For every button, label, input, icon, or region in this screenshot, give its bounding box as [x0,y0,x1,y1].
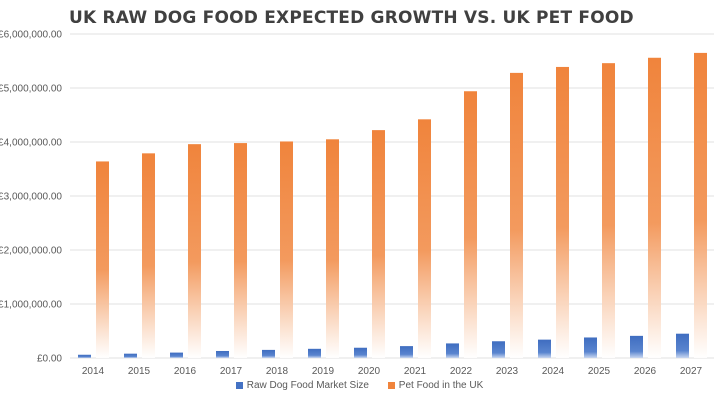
bar-pet-food [556,66,569,358]
bar-pet-food [464,91,477,359]
bar-raw-dog-food [584,337,597,358]
x-tick-label: 2020 [358,366,381,377]
bar-raw-dog-food [308,348,321,358]
bar-raw-dog-food [78,354,91,358]
bar-pet-food [602,63,615,358]
x-tick-label: 2018 [266,366,289,377]
bar-pet-food [96,161,109,358]
x-tick-label: 2017 [220,366,243,377]
legend-item-pet-food: Pet Food in the UK [387,380,484,391]
x-tick-label: 2015 [128,366,151,377]
bar-pet-food [188,144,201,358]
legend: Raw Dog Food Market Size Pet Food in the… [0,380,719,392]
legend-item-raw-dog-food: Raw Dog Food Market Size [235,380,369,391]
bar-raw-dog-food [538,339,551,358]
x-tick-label: 2025 [588,366,611,377]
y-tick-label: £0.00 [37,354,62,365]
x-tick-label: 2021 [404,366,427,377]
x-tick-label: 2024 [542,366,565,377]
y-tick-label: £5,000,000.00 [0,84,62,95]
bar-pet-food [280,141,293,358]
bar-raw-dog-food [446,343,459,358]
legend-swatch-blue [235,382,243,389]
bar-pet-food [510,72,523,358]
bar-pet-food [372,130,385,358]
x-tick-label: 2027 [680,366,703,377]
x-tick-label: 2022 [450,366,473,377]
bar-raw-dog-food [262,349,275,358]
bar-pet-food [694,52,707,359]
bar-raw-dog-food [124,353,137,358]
legend-label: Raw Dog Food Market Size [246,380,369,391]
x-tick-label: 2014 [82,366,105,377]
bar-raw-dog-food [630,335,643,358]
y-tick-label: £6,000,000.00 [0,30,62,41]
bar-pet-food [326,139,339,358]
y-tick-label: £4,000,000.00 [0,138,62,149]
bar-pet-food [234,143,247,358]
legend-label: Pet Food in the UK [398,380,484,391]
bar-pet-food [418,119,431,358]
chart-title: UK RAW DOG FOOD EXPECTED GROWTH VS. UK P… [69,8,634,28]
x-tick-label: 2026 [634,366,657,377]
bar-raw-dog-food [216,350,229,358]
y-tick-label: £2,000,000.00 [0,246,62,257]
legend-swatch-orange [387,382,395,389]
x-tick-label: 2019 [312,366,335,377]
bar-raw-dog-food [400,346,413,358]
bar-raw-dog-food [170,352,183,358]
x-tick-label: 2023 [496,366,519,377]
bar-raw-dog-food [354,347,367,358]
y-tick-label: £1,000,000.00 [0,300,62,311]
bar-raw-dog-food [492,341,505,358]
y-tick-label: £3,000,000.00 [0,192,62,203]
bar-pet-food [648,57,661,358]
bar-pet-food [142,153,155,358]
bar-raw-dog-food [676,333,689,358]
x-tick-label: 2016 [174,366,197,377]
